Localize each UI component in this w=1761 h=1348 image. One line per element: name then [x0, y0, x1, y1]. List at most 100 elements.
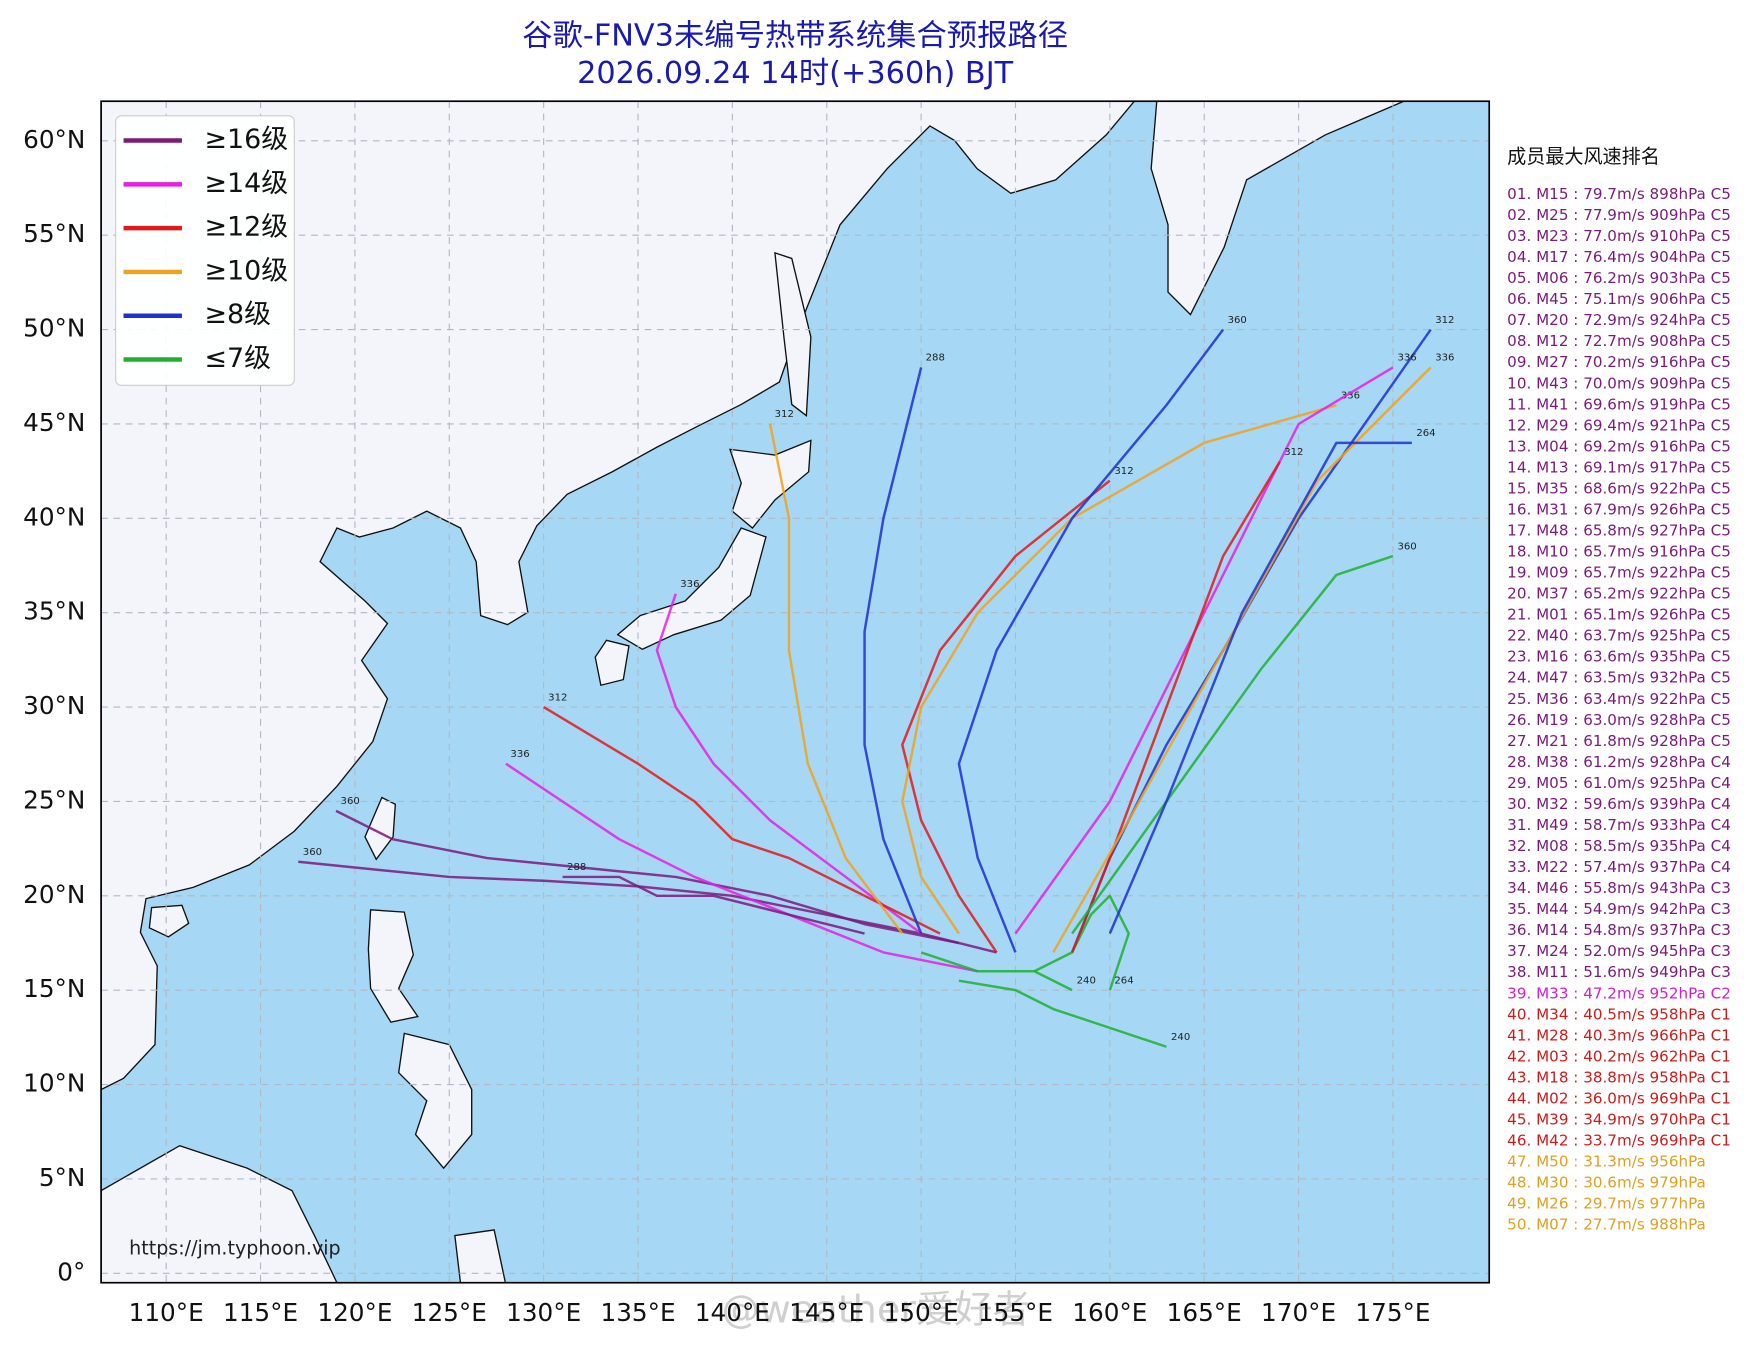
y-tick-label: 45°N	[23, 408, 85, 437]
track-hour-label: 336	[510, 749, 529, 760]
y-tick-label: 40°N	[23, 502, 85, 531]
track-hour-label: 312	[548, 692, 567, 703]
y-tick-label: 60°N	[23, 125, 85, 154]
track-hour-label: 336	[1397, 353, 1416, 364]
subtitle: 2026.09.24 14时(+360h) BJT	[577, 56, 1014, 91]
y-tick-label: 15°N	[23, 974, 85, 1003]
ranking-entry: 22. M40 : 63.7m/s 925hPa C5	[1507, 627, 1731, 645]
x-tick-label: 170°E	[1261, 1298, 1336, 1327]
legend-label: ≥12级	[204, 212, 288, 243]
track-hour-label: 312	[1435, 315, 1454, 326]
x-tick-label: 155°E	[978, 1298, 1053, 1327]
grid	[101, 101, 1490, 1283]
ranking-entry: 27. M21 : 61.8m/s 928hPa C5	[1507, 732, 1731, 750]
ranking-entry: 20. M37 : 65.2m/s 922hPa C5	[1507, 585, 1731, 603]
ranking-entry: 02. M25 : 77.9m/s 909hPa C5	[1507, 206, 1731, 224]
title: 谷歌-FNV3未编号热带系统集合预报路径	[522, 19, 1068, 54]
track-hour-label: 336	[680, 579, 699, 590]
y-tick-label: 55°N	[23, 219, 85, 248]
ranking-entry: 50. M07 : 27.7m/s 988hPa	[1507, 1216, 1706, 1234]
ranking-entry: 06. M45 : 75.1m/s 906hPa C5	[1507, 290, 1731, 308]
x-tick-label: 175°E	[1355, 1298, 1430, 1327]
track	[655, 593, 922, 935]
x-tick-label: 140°E	[695, 1298, 770, 1327]
ranking-entry: 31. M49 : 58.7m/s 933hPa C4	[1507, 816, 1731, 834]
x-tick-label: 115°E	[223, 1298, 298, 1327]
track-hour-label: 360	[303, 847, 322, 858]
philippines-south	[397, 1032, 473, 1170]
ranking-entry: 44. M02 : 36.0m/s 969hPa C1	[1507, 1089, 1731, 1107]
track	[957, 328, 1225, 953]
legend: ≥16级 ≥14级 ≥12级 ≥10级 ≥8级 ≤7级	[115, 115, 295, 386]
y-tick-label: 35°N	[23, 597, 85, 626]
track	[1071, 554, 1394, 935]
track	[1014, 366, 1394, 935]
track	[863, 367, 923, 935]
legend-label: ≥16级	[204, 124, 288, 155]
track-hour-label: 336	[1435, 353, 1454, 364]
x-tick-label: 150°E	[884, 1298, 959, 1327]
hokkaido	[729, 439, 812, 529]
track	[505, 762, 979, 973]
kyushu-shikoku	[594, 639, 630, 687]
ranking-entry: 11. M41 : 69.6m/s 919hPa C5	[1507, 395, 1731, 413]
ranking-entry: 24. M47 : 63.5m/s 932hPa C5	[1507, 669, 1731, 687]
asia-mainland	[101, 101, 1136, 1091]
ranking-entry: 26. M19 : 63.0m/s 928hPa C5	[1507, 711, 1731, 729]
track	[901, 479, 1111, 954]
track	[543, 705, 941, 935]
track	[901, 403, 1337, 935]
ranking-entry: 08. M12 : 72.7m/s 908hPa C5	[1507, 332, 1731, 350]
ranking-list: 01. M15 : 79.7m/s 898hPa C5 02. M25 : 77.…	[1507, 185, 1731, 1234]
track	[768, 423, 904, 935]
ranking-entry: 37. M24 : 52.0m/s 945hPa C3	[1507, 942, 1731, 960]
x-tick-label: 120°E	[317, 1298, 392, 1327]
source-url: https://jm.typhoon.vip	[129, 1237, 341, 1260]
ranking-entry: 40. M34 : 40.5m/s 958hPa C1	[1507, 1005, 1731, 1023]
ranking-entry: 04. M17 : 76.4m/s 904hPa C5	[1507, 248, 1731, 266]
ranking-entry: 28. M38 : 61.2m/s 928hPa C4	[1507, 753, 1731, 771]
x-tick-label: 130°E	[506, 1298, 581, 1327]
track-hour-label: 264	[1114, 975, 1133, 986]
track	[562, 875, 865, 935]
legend-label: ≤7级	[204, 343, 271, 374]
ranking-entry: 10. M43 : 70.0m/s 909hPa C5	[1507, 374, 1731, 392]
track	[335, 809, 960, 945]
sakhalin	[774, 251, 812, 418]
luzon	[367, 909, 419, 1023]
ranking-entry: 03. M23 : 77.0m/s 910hPa C5	[1507, 227, 1731, 245]
legend-label: ≥8级	[204, 299, 271, 330]
ranking-entry: 43. M18 : 38.8m/s 958hPa C1	[1507, 1068, 1731, 1086]
x-tick-label: 145°E	[789, 1298, 864, 1327]
x-tick-label: 125°E	[412, 1298, 487, 1327]
legend-label: ≥10级	[204, 255, 288, 286]
honshu	[616, 527, 767, 651]
ranking-entry: 46. M42 : 33.7m/s 969hPa C1	[1507, 1132, 1731, 1150]
track-hour-label: 288	[926, 353, 945, 364]
ranking-entry: 21. M01 : 65.1m/s 926hPa C5	[1507, 606, 1731, 624]
ranking-entry: 18. M10 : 65.7m/s 916hPa C5	[1507, 543, 1731, 561]
y-tick-label: 10°N	[23, 1069, 85, 1098]
y-tick-label: 5°N	[39, 1163, 86, 1192]
ranking-entry: 07. M20 : 72.9m/s 924hPa C5	[1507, 311, 1731, 329]
ranking-entry: 13. M04 : 69.2m/s 916hPa C5	[1507, 437, 1731, 455]
ranking-entry: 45. M39 : 34.9m/s 970hPa C1	[1507, 1111, 1731, 1129]
ranking-entry: 35. M44 : 54.9m/s 942hPa C3	[1507, 900, 1731, 918]
ranking-entry: 16. M31 : 67.9m/s 926hPa C5	[1507, 500, 1731, 518]
ranking-entry: 36. M14 : 54.8m/s 937hPa C3	[1507, 921, 1731, 939]
ranking-title: 成员最大风速排名	[1507, 145, 1660, 168]
legend-label: ≥14级	[204, 168, 288, 199]
y-tick-label: 50°N	[23, 314, 85, 343]
y-tick-label: 0°	[57, 1257, 85, 1286]
track	[1070, 461, 1281, 953]
watermark: @weather爱好者	[721, 1288, 1030, 1332]
y-tick-label: 20°N	[23, 880, 85, 909]
x-tick-label: 160°E	[1072, 1298, 1147, 1327]
tracks: 360 360 336 336 312 312 336 312 360 288 312 264 240 2…	[298, 315, 1454, 1048]
track-hour-label: 240	[1171, 1032, 1190, 1043]
track-hour-label: 312	[775, 409, 794, 420]
ranking-entry: 05. M06 : 76.2m/s 903hPa C5	[1507, 269, 1731, 287]
ranking-entry: 23. M16 : 63.6m/s 935hPa C5	[1507, 648, 1731, 666]
ranking-entry: 15. M35 : 68.6m/s 922hPa C5	[1507, 479, 1731, 497]
